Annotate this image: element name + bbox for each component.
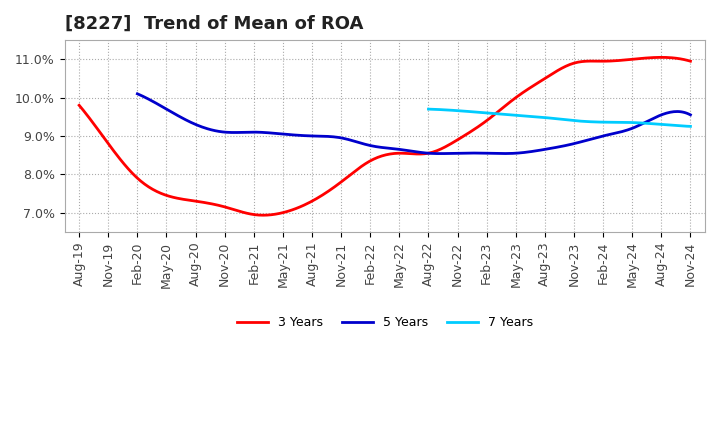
5 Years: [135, 92, 143, 97]
5 Years: [133, 91, 142, 96]
3 Years: [631, 56, 639, 62]
3 Years: [657, 55, 666, 60]
5 Years: [601, 133, 610, 138]
5 Years: [636, 122, 645, 127]
5 Years: [686, 112, 695, 117]
3 Years: [77, 105, 86, 110]
Text: [8227]  Trend of Mean of ROA: [8227] Trend of Mean of ROA: [65, 15, 363, 33]
3 Years: [686, 59, 695, 64]
7 Years: [585, 119, 593, 125]
Legend: 3 Years, 5 Years, 7 Years: 3 Years, 5 Years, 7 Years: [232, 311, 538, 334]
3 Years: [438, 145, 447, 150]
5 Years: [462, 150, 471, 156]
3 Years: [258, 213, 267, 218]
Line: 3 Years: 3 Years: [79, 57, 690, 215]
7 Years: [662, 122, 670, 128]
3 Years: [441, 144, 449, 150]
5 Years: [464, 150, 473, 156]
Line: 5 Years: 5 Years: [138, 94, 690, 154]
7 Years: [580, 119, 589, 124]
7 Years: [579, 119, 588, 124]
5 Years: [436, 151, 445, 156]
7 Years: [686, 124, 695, 129]
7 Years: [424, 106, 433, 112]
5 Years: [474, 150, 482, 156]
7 Years: [425, 106, 433, 112]
3 Years: [75, 103, 84, 108]
3 Years: [592, 59, 600, 64]
7 Years: [645, 121, 654, 126]
3 Years: [451, 139, 459, 144]
Line: 7 Years: 7 Years: [428, 109, 690, 126]
